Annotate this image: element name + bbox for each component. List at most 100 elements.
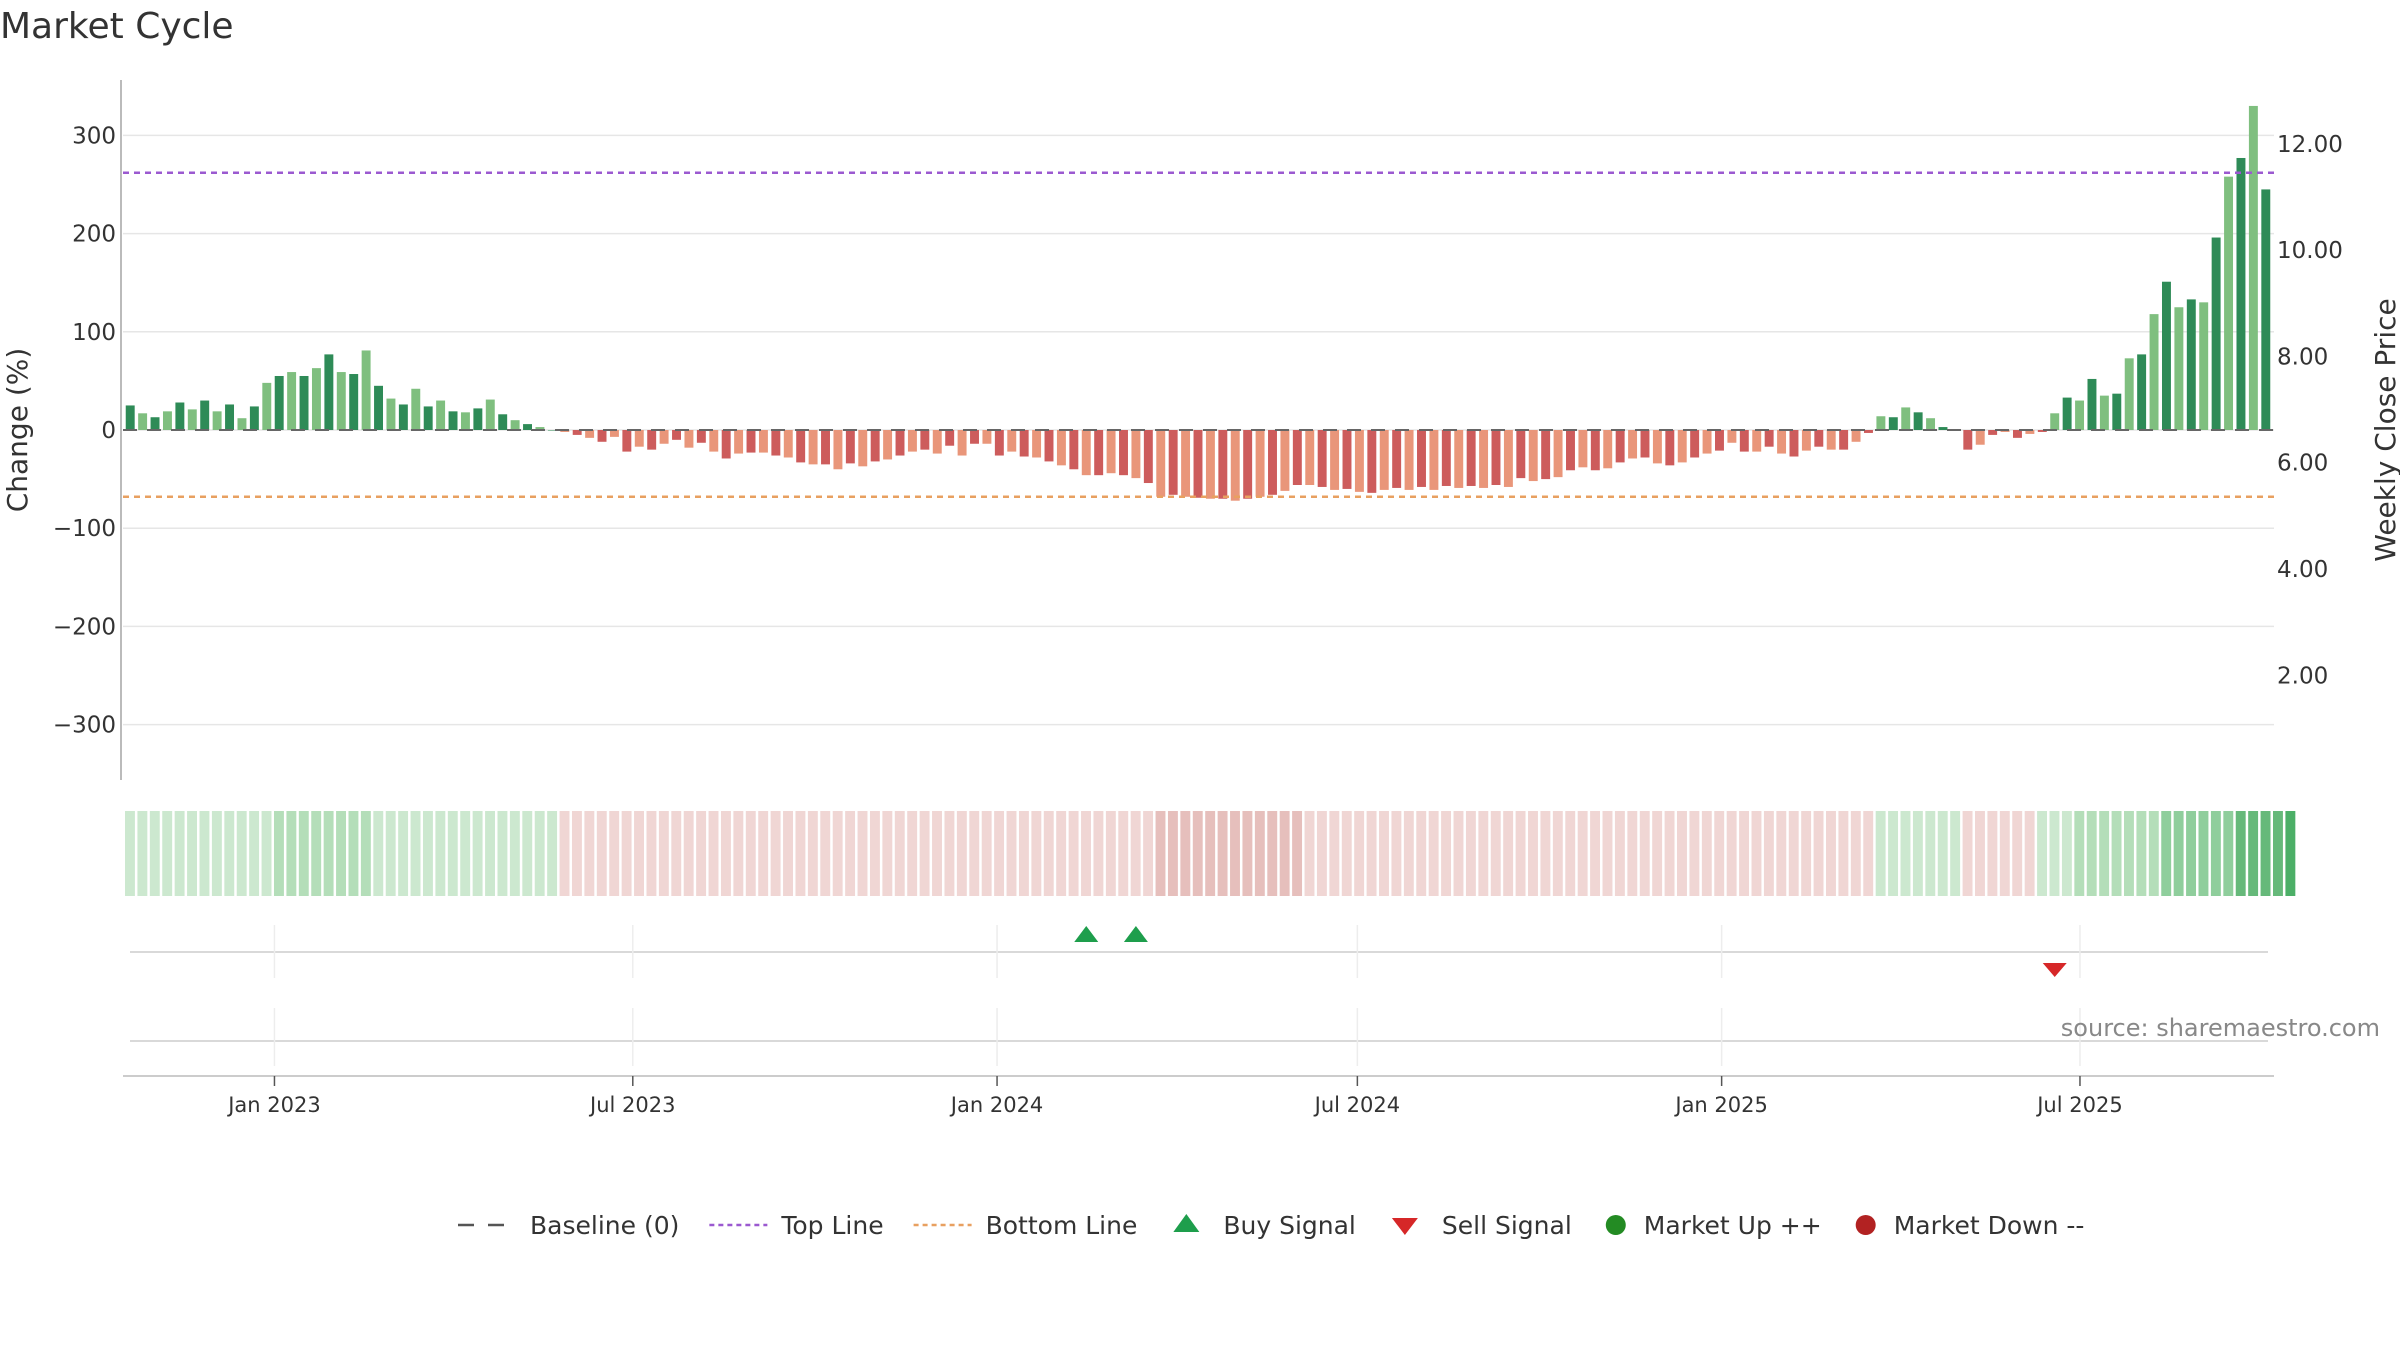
bar — [324, 354, 334, 430]
bar — [920, 430, 930, 450]
bar — [1417, 430, 1426, 487]
bar — [783, 430, 793, 458]
bar — [945, 430, 955, 446]
heat-cell — [1999, 811, 2010, 896]
heat-cell — [435, 811, 446, 896]
heat-cell — [1391, 811, 1402, 896]
bar — [423, 406, 433, 430]
heat-cell — [2124, 811, 2134, 896]
heat-cell — [547, 811, 558, 896]
heat-cell — [1515, 811, 1526, 896]
bar — [2248, 105, 2258, 430]
heat-cell — [1205, 811, 1216, 896]
y-tick-label: −100 — [53, 516, 116, 542]
heat-cell — [1292, 811, 1303, 896]
heat-cell — [2136, 811, 2147, 896]
heat-cell — [211, 811, 222, 896]
bar — [1752, 430, 1762, 452]
bar — [1851, 430, 1861, 442]
heat-cell — [807, 811, 818, 896]
bar — [634, 430, 644, 447]
y-tick-label: 0 — [101, 418, 116, 444]
heat-cell — [832, 811, 843, 896]
legend-swatch — [1391, 1218, 1418, 1235]
bar — [299, 375, 309, 430]
legend: Baseline (0) Top Line Bottom Line Buy Signa… — [458, 1211, 2084, 1240]
bar — [386, 398, 396, 430]
heat-cell — [336, 811, 346, 896]
heat-cell — [1490, 811, 1501, 896]
bar — [1342, 430, 1352, 489]
heat-cell — [2074, 811, 2085, 896]
heat-cell — [1081, 811, 1091, 896]
heat-cell — [770, 811, 781, 896]
bar — [1019, 430, 1029, 457]
bar — [138, 413, 148, 430]
heat-cell — [795, 811, 806, 896]
bar — [498, 414, 508, 430]
bar — [1354, 430, 1364, 492]
heat-cell — [969, 811, 980, 896]
bar — [746, 430, 756, 453]
bar — [2199, 302, 2209, 430]
bar — [162, 411, 172, 430]
heat-cell — [1503, 811, 1514, 896]
heat-cell — [1776, 811, 1787, 896]
heat-cell — [1751, 811, 1762, 896]
bar — [1901, 407, 1911, 430]
heat-cell — [1925, 811, 1936, 896]
heat-cell — [1453, 811, 1464, 896]
heat-cell — [1875, 811, 1886, 896]
heat-cell — [2273, 811, 2283, 896]
heat-cell — [820, 811, 831, 896]
heat-cell — [2210, 811, 2221, 896]
y-axis-title: Change (%) — [1, 348, 34, 513]
bar — [1268, 430, 1277, 495]
heat-cell — [634, 811, 644, 896]
bar — [1317, 430, 1327, 487]
x-tick-label: Jul 2024 — [1313, 1093, 1400, 1117]
bar — [1789, 430, 1799, 457]
heat-cell — [224, 811, 235, 896]
heat-cell — [584, 811, 595, 896]
heat-cell — [1403, 811, 1414, 896]
heat-cell — [683, 811, 694, 896]
bar — [249, 406, 259, 430]
heat-cell — [385, 811, 396, 896]
bar — [1069, 430, 1079, 470]
bar — [1379, 430, 1389, 490]
heat-cell — [286, 811, 297, 896]
bar — [262, 382, 272, 430]
heat-cell — [199, 811, 210, 896]
bar — [1553, 430, 1563, 478]
heat-cell — [1478, 811, 1489, 896]
bar — [1578, 430, 1588, 468]
bar — [1367, 430, 1377, 493]
bar — [1839, 430, 1849, 450]
bar — [1926, 418, 1936, 430]
bar — [1652, 430, 1662, 464]
bar — [1143, 430, 1153, 484]
bar — [957, 430, 967, 456]
heat-cell — [1850, 811, 1861, 896]
heat-cell — [2086, 811, 2097, 896]
heat-cell — [2248, 811, 2259, 896]
heat-cell — [1590, 811, 1601, 896]
legend-label: Sell Signal — [1442, 1211, 1572, 1240]
bar — [821, 430, 830, 465]
bar — [1777, 430, 1787, 454]
heat-cell — [919, 811, 930, 896]
heat-cell — [1329, 811, 1340, 896]
bar — [1243, 430, 1253, 499]
heat-cell — [1018, 811, 1029, 896]
bar — [1230, 430, 1240, 501]
bar — [709, 430, 719, 452]
heat-cell — [1763, 811, 1774, 896]
y2-tick-label: 6.00 — [2277, 451, 2328, 477]
heat-cell — [994, 811, 1005, 896]
bar — [1615, 430, 1625, 463]
bar — [1628, 430, 1638, 459]
legend-label: Market Up ++ — [1644, 1211, 1822, 1240]
bar — [2137, 354, 2147, 430]
